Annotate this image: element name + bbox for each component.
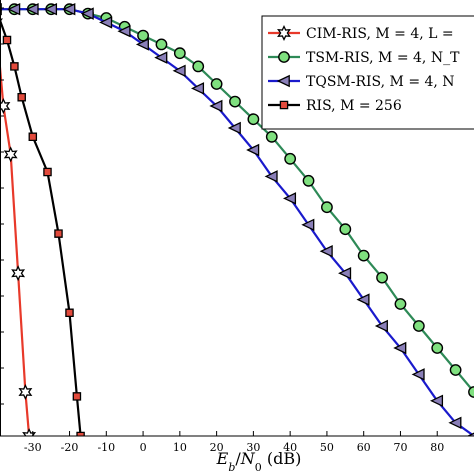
series-2-point-10 <box>155 38 168 51</box>
series-3-point-21 <box>356 293 370 306</box>
series-4-point-6 <box>43 167 52 177</box>
x-tick-label-5: 10 <box>173 441 187 454</box>
legend-marker-2 <box>278 51 290 63</box>
series-2-point-12 <box>192 60 205 73</box>
series-3-point-12 <box>190 82 205 95</box>
series-2-point-15 <box>247 113 260 126</box>
series-2-point-24 <box>412 320 425 332</box>
series-3-point-18 <box>301 218 315 232</box>
series-4 <box>0 4 85 436</box>
series-3-point-14 <box>227 121 241 135</box>
x-tick-label-9: 50 <box>320 441 334 454</box>
x-tick-label-10: 60 <box>357 441 371 454</box>
series-3-point-23 <box>393 341 407 355</box>
x-tick-label-1: -30 <box>24 441 42 454</box>
series-3-point-8 <box>117 24 131 38</box>
x-tick-label-12: 80 <box>430 441 444 454</box>
legend-label-3: TQSM-RIS, M = 4, N <box>306 74 455 90</box>
series-3-point-5 <box>62 2 76 16</box>
legend: CIM-RIS, M = 4, L = TSM-RIS, M = 4, N_T TQ… <box>261 15 474 130</box>
series-4-point-3 <box>10 62 19 71</box>
x-axis-title: Eb/N0 (dB) <box>216 449 302 474</box>
series-layer <box>0 2 474 436</box>
x-tick-label-8: 40 <box>283 441 297 454</box>
series-1-point-6 <box>22 427 37 436</box>
series-3-point-3 <box>25 2 39 16</box>
series-3-point-10 <box>154 51 168 64</box>
legend-entry-2: TSM-RIS, M = 4, N_T <box>268 50 460 66</box>
series-3-point-25 <box>429 394 444 408</box>
x-tick-label-6: 20 <box>210 441 224 454</box>
series-3-point-7 <box>99 16 113 29</box>
series-1-point-3 <box>3 146 18 163</box>
series-2-point-14 <box>229 95 241 108</box>
series-2-point-9 <box>137 29 149 42</box>
series-4-point-7 <box>54 229 63 238</box>
series-1-point-5 <box>18 383 33 401</box>
legend-label-2: TSM-RIS, M = 4, N_T <box>306 50 460 66</box>
series-4-point-4 <box>17 92 26 102</box>
series-3-point-9 <box>135 38 149 51</box>
legend-marker-4 <box>279 100 289 110</box>
legend-marker-1 <box>277 24 291 42</box>
series-2-point-20 <box>339 223 352 236</box>
x-tick-label-11: 70 <box>393 441 407 454</box>
series-3-point-4 <box>43 2 58 16</box>
series-4-point-8 <box>65 308 74 318</box>
series-1-point-2 <box>0 97 11 115</box>
series-4-point-5 <box>28 132 38 142</box>
series-3-point-11 <box>172 64 186 78</box>
legend-entry-1: CIM-RIS, M = 4, L = <box>268 24 454 42</box>
axes-layer: -30 -20 -10 0 10 20 30 40 50 60 70 80 <box>0 0 474 454</box>
x-tick-label-4: 0 <box>140 441 147 454</box>
series-2-point-19 <box>321 201 333 214</box>
series-3-point-15 <box>246 143 260 157</box>
legend-marker-3 <box>276 74 290 88</box>
series-3-point-17 <box>282 192 297 205</box>
series-3 <box>0 2 474 436</box>
legend-entry-4: RIS, M = 256 <box>268 98 402 114</box>
series-2-point-21 <box>357 249 370 262</box>
legend-label-1: CIM-RIS, M = 4, L = <box>306 26 454 42</box>
series-2-point-17 <box>284 152 297 165</box>
series-2-point-16 <box>265 130 278 143</box>
x-tick-label-2: -20 <box>61 441 79 454</box>
series-2-point-26 <box>449 364 462 376</box>
legend-label-4: RIS, M = 256 <box>306 98 402 114</box>
series-3-point-6 <box>80 7 94 20</box>
series-2-point-11 <box>173 47 186 60</box>
series-2-point-23 <box>394 298 407 310</box>
series-4-point-10 <box>76 431 85 436</box>
series-3-point-16 <box>264 170 278 183</box>
series-3-point-20 <box>338 266 352 280</box>
series-1-point-4 <box>11 265 26 282</box>
series-1 <box>0 18 37 436</box>
series-3-point-24 <box>411 368 425 381</box>
series-line-4 <box>0 17 82 436</box>
series-2-point-13 <box>210 78 223 90</box>
series-3-point-2 <box>7 2 21 16</box>
series-3-point-22 <box>374 319 388 333</box>
series-2-point-25 <box>431 342 444 354</box>
legend-box <box>261 15 474 130</box>
legend-entry-3: TQSM-RIS, M = 4, N <box>268 74 455 90</box>
series-2-point-22 <box>376 271 388 284</box>
series-2-point-18 <box>302 174 315 187</box>
series-3-point-19 <box>319 244 333 258</box>
series-4-point-9 <box>72 392 82 401</box>
series-3-point-13 <box>209 99 223 113</box>
series-3-point-26 <box>448 416 462 430</box>
x-tick-label-7: 30 <box>246 441 260 454</box>
x-tick-label-3: -10 <box>97 441 115 454</box>
series-4-point-2 <box>2 35 12 45</box>
series-line-1 <box>0 55 31 436</box>
series-2-point-27 <box>468 386 474 398</box>
